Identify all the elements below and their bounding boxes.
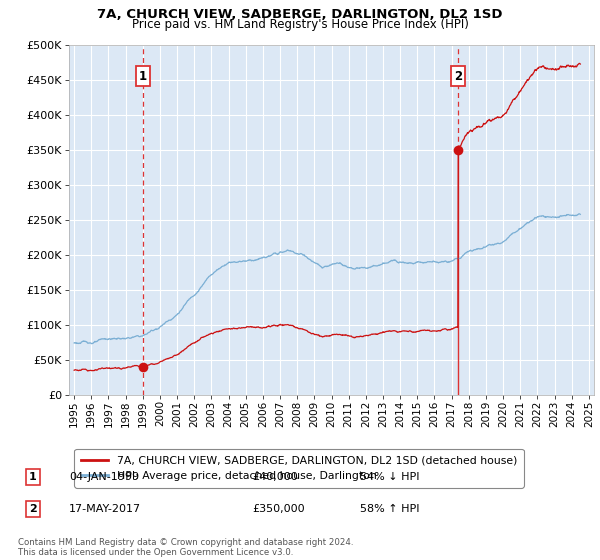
Text: £40,000: £40,000 [252,472,298,482]
Text: 1: 1 [29,472,37,482]
Text: 1: 1 [139,70,147,83]
Text: £350,000: £350,000 [252,504,305,514]
Text: Contains HM Land Registry data © Crown copyright and database right 2024.
This d: Contains HM Land Registry data © Crown c… [18,538,353,557]
Text: 54% ↓ HPI: 54% ↓ HPI [360,472,419,482]
Text: 17-MAY-2017: 17-MAY-2017 [69,504,141,514]
Text: Price paid vs. HM Land Registry's House Price Index (HPI): Price paid vs. HM Land Registry's House … [131,18,469,31]
Text: 58% ↑ HPI: 58% ↑ HPI [360,504,419,514]
Legend: 7A, CHURCH VIEW, SADBERGE, DARLINGTON, DL2 1SD (detached house), HPI: Average pr: 7A, CHURCH VIEW, SADBERGE, DARLINGTON, D… [74,449,524,488]
Text: 04-JAN-1999: 04-JAN-1999 [69,472,139,482]
Text: 7A, CHURCH VIEW, SADBERGE, DARLINGTON, DL2 1SD: 7A, CHURCH VIEW, SADBERGE, DARLINGTON, D… [97,8,503,21]
Text: 2: 2 [454,70,462,83]
Text: 2: 2 [29,504,37,514]
